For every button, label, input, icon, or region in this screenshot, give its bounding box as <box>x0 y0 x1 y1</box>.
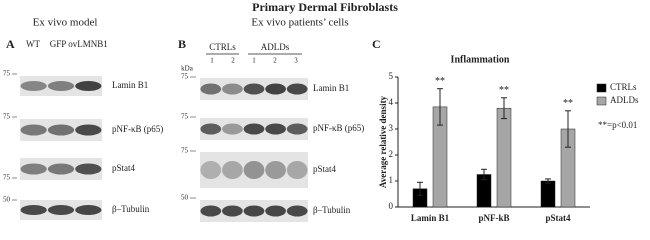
marker-label: 75 <box>3 174 11 182</box>
x-tick-label: pStat4 <box>545 213 571 223</box>
blot-label: Lamin B1 <box>313 83 349 93</box>
x-tick-label: pNF-kB <box>478 213 509 223</box>
blot-label: pNF-κB (p65) <box>313 123 364 133</box>
y-tick-label: 3 <box>389 123 394 133</box>
lane-label: ovLMNB1 <box>68 39 108 49</box>
blot-band <box>243 83 265 95</box>
blot-band <box>200 123 222 135</box>
marker-label: 75 <box>3 70 11 78</box>
chart-title: Inflammation <box>451 54 510 65</box>
lane-label: 1 <box>252 57 256 65</box>
blot-band <box>75 163 102 175</box>
blot-band <box>265 161 286 179</box>
blot-label: pNF-κB (p65) <box>112 124 163 134</box>
error-bar <box>417 181 423 196</box>
blot-label: β–Tubulin <box>313 205 351 215</box>
blot-band <box>222 205 243 217</box>
panel-label: A <box>6 37 15 51</box>
error-bar <box>501 97 507 120</box>
lane-label: 3 <box>294 57 298 65</box>
blot-band <box>20 124 47 136</box>
unit-label: kDa <box>181 65 194 73</box>
marker-label: 75 <box>181 113 189 121</box>
blot-band <box>47 124 75 136</box>
y-axis-label: Average relative density <box>378 95 388 188</box>
blot-label: β–Tubulin <box>112 204 150 214</box>
blot-band <box>222 123 243 135</box>
marker-label: 75 <box>181 73 189 81</box>
panel-label: C <box>372 37 381 51</box>
blot-band <box>286 83 308 95</box>
lane-label: 2 <box>273 57 277 65</box>
lane-label: 2 <box>231 57 235 65</box>
error-bar <box>565 110 571 148</box>
blot-band <box>20 163 47 175</box>
marker-label: 75 <box>3 113 11 121</box>
error-bar <box>437 88 443 126</box>
panel-title: Ex vivo model <box>33 17 98 29</box>
legend-swatch <box>596 96 607 106</box>
blot-band <box>243 205 265 217</box>
blot-band <box>243 161 265 179</box>
y-tick-label: 1 <box>389 175 394 185</box>
bar <box>496 107 512 208</box>
annotation: ** <box>563 98 573 109</box>
lane-label: WT <box>26 39 40 49</box>
legend-label: CTRLs <box>610 82 637 92</box>
blot-band <box>47 163 75 175</box>
legend-swatch <box>596 83 607 93</box>
blot-band <box>47 205 75 215</box>
blot-band <box>286 123 308 135</box>
annotation: ** <box>435 76 445 87</box>
y-tick-label: 4 <box>389 97 394 107</box>
blot-band <box>243 123 265 135</box>
error-bar <box>545 178 551 184</box>
blot-band <box>200 161 222 179</box>
group-label: ADLDs <box>261 42 290 52</box>
blot-label: Lamin B1 <box>112 80 148 90</box>
blot-band <box>286 205 308 217</box>
marker-label: 50 <box>3 196 11 204</box>
y-tick-label: 5 <box>389 71 394 81</box>
panel-title: Ex vivo patients’ cells <box>251 17 348 29</box>
blot-band <box>200 83 222 95</box>
blot-band <box>286 161 308 179</box>
blot-label: pStat4 <box>313 164 337 174</box>
marker-label: 50 <box>181 194 189 202</box>
y-tick-label: 0 <box>389 201 394 211</box>
blot-band <box>20 205 47 215</box>
marker-label: 75 <box>181 147 189 155</box>
lane-label: 1 <box>210 57 214 65</box>
annotation: ** <box>499 85 509 96</box>
error-bar <box>481 168 487 181</box>
panel-label: B <box>178 37 186 51</box>
blot-band <box>75 81 102 91</box>
blot-label: pStat4 <box>112 163 136 173</box>
bar <box>540 180 556 208</box>
legend-label: ADLDs <box>610 95 639 105</box>
blot-band <box>265 123 286 135</box>
blot-band <box>265 83 286 95</box>
blot-band <box>75 205 102 215</box>
blot-band <box>20 81 47 91</box>
blot-band <box>47 81 75 91</box>
blot-band <box>265 205 286 217</box>
x-tick-label: Lamin B1 <box>411 213 450 223</box>
group-label: CTRLs <box>209 42 236 52</box>
figure: Primary Dermal Fibroblasts Ex vivo model… <box>3 0 639 223</box>
figure-title: Primary Dermal Fibroblasts <box>252 0 398 14</box>
note: **=p<0.01 <box>598 120 637 130</box>
blot-band <box>222 161 243 179</box>
blot-band <box>200 205 222 217</box>
lane-label: GFP <box>50 39 67 49</box>
y-tick-label: 2 <box>389 149 394 159</box>
blot-band <box>75 124 102 136</box>
blot-band <box>222 83 243 95</box>
